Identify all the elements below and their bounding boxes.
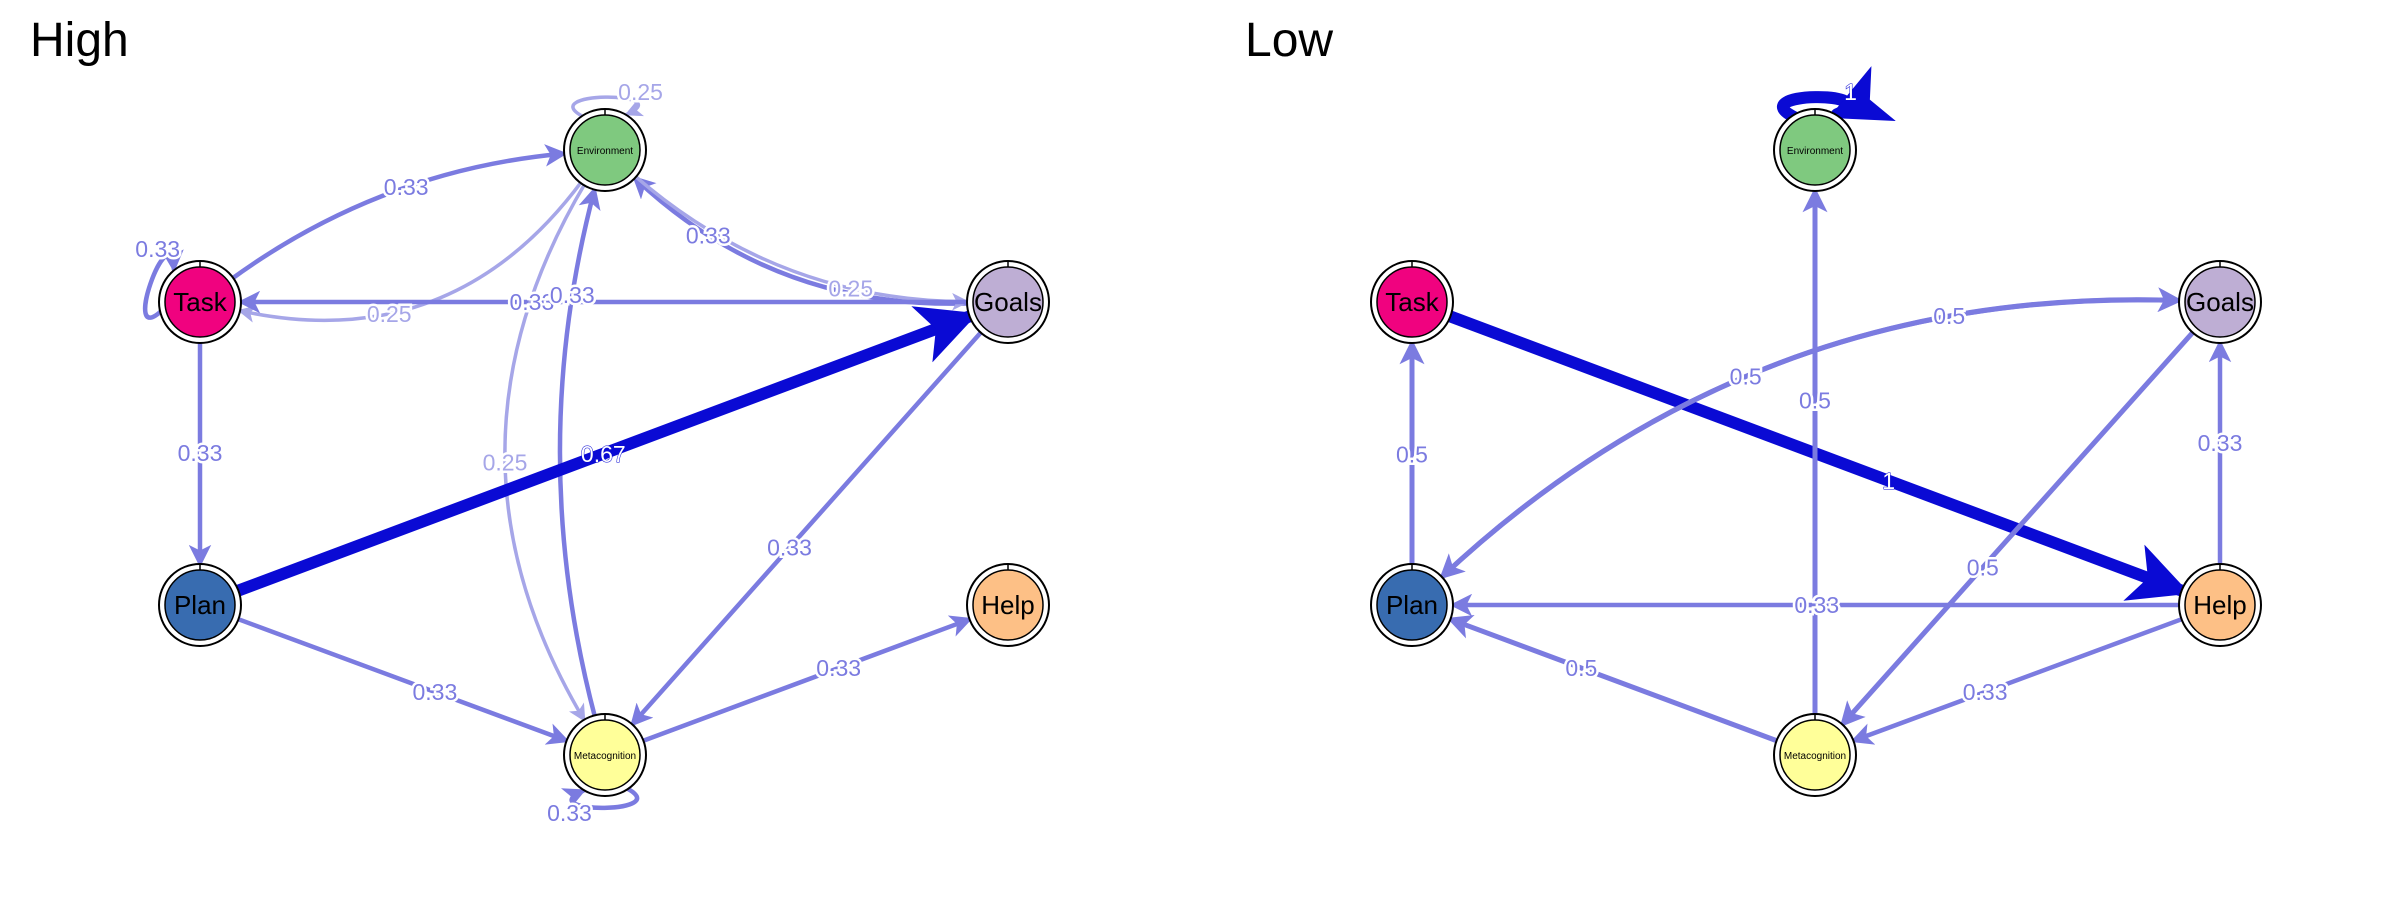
node-high-meta: Metacognition: [563, 713, 647, 797]
edge-label-high-env-to-meta: 0.25: [483, 450, 528, 476]
edge-label-high-env-to-env: 0.25: [618, 79, 663, 105]
edge-label-low-help-to-plan: 0.33: [1794, 592, 1839, 618]
panel-title-high: High: [30, 14, 129, 67]
edge-low-goals-to-meta: [1839, 327, 2198, 728]
edge-label-high-meta-to-env: 0.33: [550, 282, 595, 308]
node-high-goals: Goals: [966, 260, 1050, 344]
edge-low-help-to-meta: [1850, 615, 2187, 745]
edge-labels-low: 1 1 0.5 0.5 0.5 0.5 0.5 0.33 0.33 0.5 0.33: [1394, 79, 2245, 708]
node-low-goals: Goals: [2178, 260, 2262, 344]
node-label-low-goals: Goals: [2186, 287, 2254, 317]
edge-high-meta-to-env: [557, 186, 601, 721]
node-low-env: Environment: [1773, 108, 1857, 192]
edge-label-low-plan-to-task: 0.5: [1396, 441, 1428, 467]
edge-label-high-task-to-task: 0.33: [135, 236, 180, 262]
edge-label-high-task-to-plan: 0.33: [178, 440, 223, 466]
node-low-task: Task: [1370, 260, 1454, 344]
edge-label-high-env-to-goals: 0.25: [828, 275, 873, 301]
edge-high-env-to-goals: [631, 173, 970, 311]
edge-low-meta-to-plan: [1446, 614, 1782, 745]
node-high-plan: Plan: [158, 563, 242, 647]
edge-low-goals-to-plan: [1439, 297, 2185, 580]
edge-label-low-meta-to-plan: 0.5: [1565, 655, 1597, 681]
edge-high-meta-to-help: [638, 615, 973, 744]
network-panel-high: High Environment Task Goals Plan Help Metacog…: [30, 14, 1050, 829]
node-label-low-meta: Metacognition: [1784, 751, 1846, 762]
node-label-low-help: Help: [2193, 590, 2246, 620]
node-low-meta: Metacognition: [1773, 713, 1857, 797]
node-label-high-help: Help: [981, 590, 1034, 620]
edge-high-task-to-env: [228, 144, 568, 282]
edge-label-low-task-to-help: 1: [1882, 468, 1895, 494]
edge-label-low-plan-to-goals: 0.5: [1933, 303, 1965, 329]
panel-title-low: Low: [1245, 14, 1333, 67]
edge-label-high-goals-to-env: 0.33: [686, 222, 731, 248]
node-high-help: Help: [966, 563, 1050, 647]
nodes-low: Environment Task Goals Plan Help Metacognitio…: [1370, 108, 2262, 797]
edges-high: [142, 95, 985, 811]
edges-low: [1399, 66, 2232, 745]
node-high-env: Environment: [563, 108, 647, 192]
edge-high-task-to-task: [142, 249, 184, 320]
edge-low-env-to-env: [1777, 66, 1896, 124]
edge-high-plan-to-goals: [229, 306, 979, 598]
edge-label-high-meta-to-help: 0.33: [816, 655, 861, 681]
edge-low-plan-to-goals: [1437, 287, 2183, 582]
edge-label-high-plan-to-goals: 0.67: [581, 441, 626, 467]
edge-label-low-goals-to-meta: 0.5: [1967, 554, 1999, 580]
node-low-plan: Plan: [1370, 563, 1454, 647]
edge-label-high-plan-to-meta: 0.33: [412, 679, 457, 705]
edge-label-low-env-to-env: 1: [1844, 79, 1857, 105]
edge-label-low-meta-to-env: 0.5: [1799, 388, 1831, 414]
edge-high-goals-to-meta: [630, 328, 985, 727]
node-label-high-task: Task: [173, 287, 227, 317]
edge-label-low-help-to-goals: 0.33: [2198, 430, 2243, 456]
edge-label-high-meta-to-meta: 0.33: [547, 800, 592, 826]
edge-label-high-env-to-task: 0.25: [367, 301, 412, 327]
edge-high-env-to-meta: [503, 180, 588, 723]
node-label-high-env: Environment: [577, 146, 633, 157]
node-low-help: Help: [2178, 563, 2262, 647]
node-label-high-plan: Plan: [174, 590, 226, 620]
edge-label-high-task-to-env: 0.33: [384, 174, 429, 200]
node-high-task: Task: [158, 260, 242, 344]
node-label-low-task: Task: [1385, 287, 1439, 317]
node-label-high-meta: Metacognition: [574, 751, 636, 762]
node-label-low-plan: Plan: [1386, 590, 1438, 620]
network-panel-low: Low Environment Task Goals Plan Help Metacogn…: [1245, 14, 2262, 797]
edge-high-env-to-env: [571, 95, 645, 120]
edge-label-high-goals-to-task: 0.33: [509, 289, 554, 315]
edge-high-meta-to-meta: [561, 785, 640, 811]
edge-label-low-goals-to-plan: 0.5: [1730, 363, 1762, 389]
node-label-low-env: Environment: [1787, 146, 1843, 157]
edge-high-plan-to-meta: [233, 615, 570, 745]
node-label-high-goals: Goals: [974, 287, 1042, 317]
edge-label-high-goals-to-meta: 0.33: [767, 535, 812, 561]
edge-labels-high: 0.250.330.330.250.330.330.250.330.330.25…: [133, 77, 876, 829]
edge-label-low-help-to-meta: 0.33: [1963, 679, 2008, 705]
nodes-high: Environment Task Goals Plan Help Metacognitio…: [158, 108, 1050, 797]
